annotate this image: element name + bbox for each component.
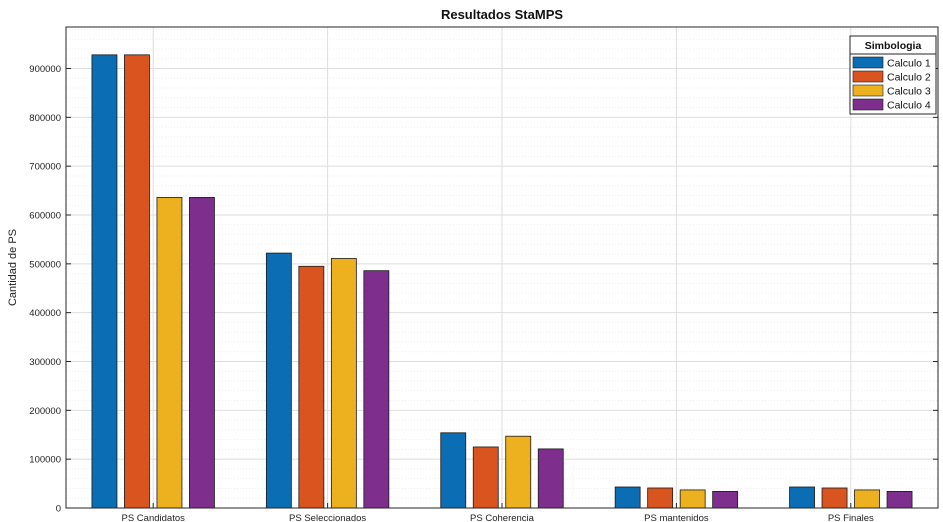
y-tick-label: 0 (56, 504, 61, 515)
bar (298, 265, 325, 509)
y-axis-label: Cantidad de PS (7, 229, 19, 306)
bar (789, 486, 815, 509)
legend-label: Calculo 2 (887, 72, 931, 84)
chart-title: Resultados StaMPS (441, 7, 563, 22)
bar (363, 270, 390, 509)
bar (712, 490, 739, 509)
legend-swatch (852, 84, 884, 97)
legend: Simbologia Calculo 1 Calculo 2 Calculo 3 Cal… (849, 35, 937, 115)
bar (265, 252, 292, 509)
bar (537, 448, 564, 509)
legend-title: Simbologia (865, 40, 922, 52)
x-tick-label: PS Seleccionados (289, 513, 366, 522)
bar (854, 489, 880, 509)
x-axis-ticks: PS Candidatos PS Seleccionados PS Coherenc… (122, 503, 874, 522)
x-tick-label: PS Candidatos (122, 513, 186, 522)
y-tick-label: 800000 (29, 113, 61, 124)
y-tick-label: 900000 (29, 64, 61, 75)
y-tick-label: 100000 (29, 455, 61, 466)
bar (91, 54, 118, 509)
legend-swatch (852, 98, 884, 111)
bar (124, 54, 150, 509)
x-tick-label: PS Coherencia (470, 513, 535, 522)
y-tick-label: 400000 (29, 308, 61, 319)
bar (821, 487, 848, 509)
bar (189, 197, 215, 509)
bar (679, 489, 706, 509)
legend-swatch (852, 70, 884, 83)
bar (647, 487, 674, 509)
y-tick-label: 700000 (29, 162, 61, 173)
bar (505, 435, 532, 509)
bar (330, 258, 357, 509)
x-tick-label: PS mantenidos (644, 513, 709, 522)
bars (91, 54, 913, 509)
bar (886, 490, 913, 509)
bar (614, 486, 641, 509)
legend-label: Calculo 1 (887, 58, 931, 70)
legend-label: Calculo 3 (887, 86, 931, 98)
legend-swatch (852, 56, 884, 69)
y-tick-label: 500000 (29, 259, 61, 270)
x-tick-label: PS Finales (828, 513, 874, 522)
bar (472, 446, 499, 509)
y-axis-ticks: 0 100000 200000 300000 400000 500000 600000 700… (29, 64, 938, 515)
y-tick-label: 600000 (29, 211, 61, 222)
bar (440, 432, 467, 509)
legend-label: Calculo 4 (887, 100, 931, 112)
y-tick-label: 300000 (29, 357, 61, 368)
bar (156, 197, 183, 509)
y-tick-label: 200000 (29, 406, 61, 417)
